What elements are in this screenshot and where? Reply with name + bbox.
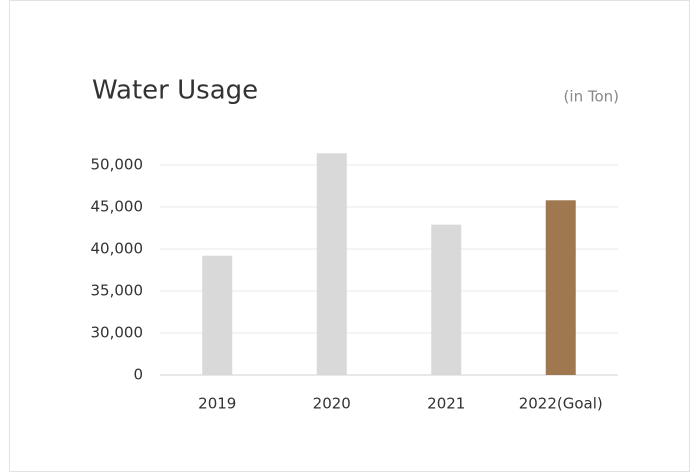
bar <box>545 200 576 375</box>
y-tick-label: 50,000 <box>91 156 144 174</box>
y-tick-label: 40,000 <box>91 240 144 258</box>
chart-title: Water Usage <box>92 76 258 106</box>
bar <box>431 224 462 375</box>
x-tick-label: 2022(Goal) <box>519 395 603 413</box>
bar <box>316 153 347 375</box>
y-tick-label: 35,000 <box>91 282 144 300</box>
y-tick-label: 0 <box>133 366 143 384</box>
unit-label: (in Ton) <box>564 88 619 106</box>
x-tick-label: 2020 <box>313 395 351 413</box>
x-tick-label: 2021 <box>427 395 465 413</box>
y-tick-label: 30,000 <box>91 324 144 342</box>
bar <box>202 255 233 375</box>
card <box>9 0 690 472</box>
x-tick-label: 2019 <box>198 395 236 413</box>
y-tick-label: 45,000 <box>91 198 144 216</box>
